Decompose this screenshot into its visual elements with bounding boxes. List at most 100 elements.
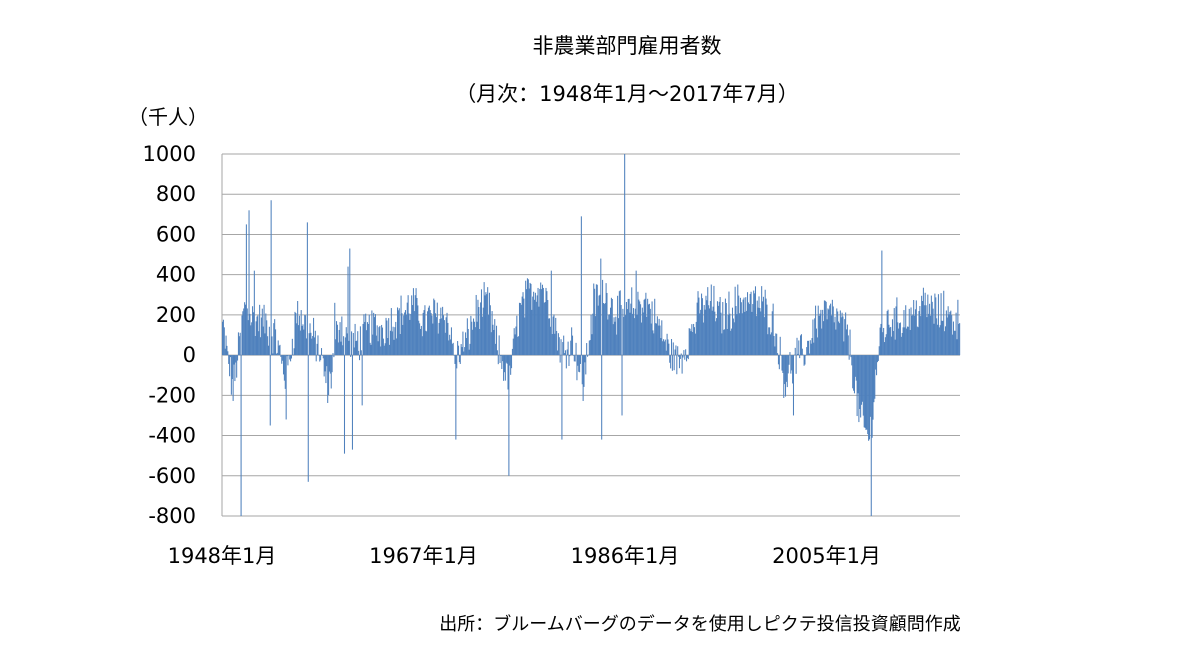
bar: [883, 327, 885, 356]
bar: [306, 222, 308, 356]
bar: [644, 298, 646, 356]
bar: [610, 297, 612, 356]
bar: [498, 335, 500, 356]
bar: [554, 333, 556, 356]
bar: [721, 333, 723, 356]
bar: [834, 316, 836, 356]
bar: [430, 313, 432, 356]
bar: [509, 355, 511, 366]
bar: [822, 309, 824, 356]
bar: [702, 322, 704, 356]
bar: [244, 302, 246, 356]
bar: [659, 325, 661, 356]
bar: [787, 355, 789, 374]
x-tick-label: 2005年1月: [772, 544, 881, 568]
bar: [741, 313, 743, 356]
bar: [714, 311, 716, 356]
bar: [376, 325, 378, 356]
bar: [564, 353, 566, 356]
bar: [558, 337, 560, 356]
bar: [587, 354, 589, 356]
bar: [323, 355, 325, 377]
bar: [621, 355, 623, 416]
bar: [833, 322, 835, 356]
bar: [495, 343, 497, 356]
bar: [480, 289, 483, 356]
bar: [328, 355, 330, 396]
bar: [469, 343, 471, 356]
bar: [340, 341, 342, 356]
bar: [291, 338, 293, 356]
bar: [487, 287, 489, 356]
y-axis-tick-labels: 1000 800 600 400 200 0 -200 -400 -600 -800: [143, 142, 196, 528]
bar: [861, 355, 863, 402]
bar: [463, 351, 465, 356]
bar: [309, 323, 311, 356]
bar: [493, 329, 495, 356]
bar: [810, 343, 812, 356]
bar: [868, 355, 871, 440]
bar: [577, 355, 579, 366]
bar: [814, 318, 816, 356]
bar: [739, 313, 741, 356]
bar: [750, 291, 752, 356]
bar: [884, 337, 886, 356]
bar: [519, 303, 521, 356]
bar: [389, 344, 391, 356]
bar: [698, 297, 700, 356]
bar: [731, 328, 733, 356]
bar: [256, 316, 258, 356]
bar: [568, 355, 570, 366]
bar: [749, 293, 751, 356]
bar: [514, 334, 516, 356]
bar: [815, 328, 817, 356]
bar: [640, 304, 642, 356]
bar: [282, 355, 285, 375]
bar: [932, 308, 934, 356]
bar: [689, 328, 691, 356]
bar: [637, 291, 639, 356]
bar: [525, 280, 527, 356]
bar: [720, 312, 722, 356]
bar: [736, 314, 738, 356]
bar: [817, 305, 819, 356]
bar: [926, 317, 928, 356]
y-tick-label: 600: [156, 222, 196, 246]
bar: [404, 310, 407, 356]
bar: [595, 284, 597, 356]
bar: [365, 313, 367, 356]
bar: [486, 294, 488, 356]
bar: [249, 313, 251, 356]
bar: [317, 335, 319, 356]
bar: [282, 355, 284, 361]
bar: [421, 336, 423, 356]
bar: [245, 224, 247, 356]
bar: [844, 319, 846, 356]
bar: [715, 321, 717, 356]
bar: [772, 303, 774, 356]
bar: [598, 295, 600, 356]
bar: [603, 304, 605, 356]
bar: [957, 299, 959, 356]
bar: [941, 320, 943, 356]
bar: [767, 334, 769, 356]
bar: [618, 291, 620, 356]
bar: [608, 314, 610, 356]
bar: [874, 355, 876, 399]
bar: [755, 316, 757, 356]
bar: [632, 308, 635, 356]
bar: [891, 336, 893, 356]
bar: [372, 334, 374, 356]
bar: [732, 318, 734, 356]
bar: [408, 313, 410, 356]
bar: [952, 321, 954, 356]
bar: [334, 302, 336, 356]
y-tick-label: 0: [183, 343, 196, 367]
bar: [559, 355, 561, 363]
bar: [756, 300, 758, 356]
bar: [434, 300, 436, 356]
bar: [555, 317, 557, 356]
bar: [759, 308, 761, 356]
bar: [358, 350, 360, 356]
bar: [277, 340, 279, 356]
